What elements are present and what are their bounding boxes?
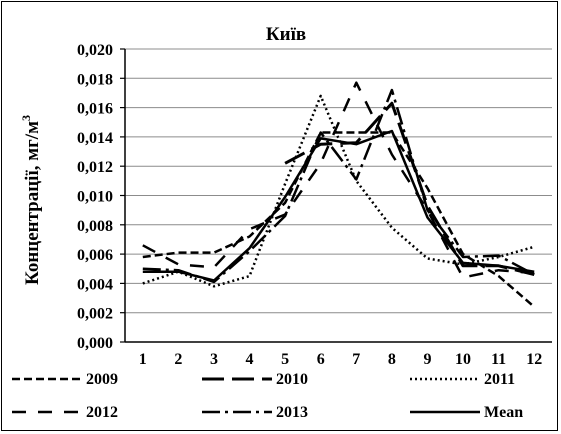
series-line-2010 [284,101,535,277]
legend-label-2010: 2010 [276,371,308,388]
y-tick-label: 0,020 [77,42,113,59]
y-axis-label: Концентрації, мг/м3 [19,115,43,285]
y-tick-label: 0,004 [77,276,113,293]
axes [120,48,552,343]
x-tick-label: 11 [491,351,506,368]
x-tick-labels: 1 2 3 4 5 6 7 8 9 10 11 12 [139,351,542,368]
series-line-2009 [142,131,536,308]
x-tick-label: 1 [139,351,147,368]
legend-label-2009: 2009 [86,371,118,388]
y-tick-label: 0,002 [77,306,113,323]
series-line-2012 [142,81,535,279]
x-tick-label: 12 [526,351,542,368]
legend-label-2011: 2011 [484,371,515,388]
x-tick-label: 4 [246,351,254,368]
x-tick-label: 3 [210,351,218,368]
legend-label-2012: 2012 [86,404,118,421]
x-tick-label: 9 [423,351,431,368]
x-tick-label: 10 [455,351,471,368]
legend: 2009 2010 2011 2012 2013 Mean [12,371,523,421]
x-tick-label: 5 [281,351,289,368]
y-tick-label: 0,010 [77,189,113,206]
y-axis-label-superscript: 3 [19,115,33,121]
y-tick-label: 0,014 [77,130,113,147]
y-tick-label: 0,018 [77,71,113,88]
legend-label-2013: 2013 [276,404,308,421]
x-tick-label: 7 [352,351,360,368]
x-tick-label: 8 [388,351,396,368]
y-tick-label: 0,000 [77,335,113,352]
series-line-mean [142,129,535,282]
y-tick-label: 0,008 [77,218,113,235]
chart-title: Київ [266,24,306,45]
x-tick-label: 2 [174,351,182,368]
y-tick-label: 0,006 [77,247,113,264]
series-line-2013 [142,88,535,284]
y-tick-label: 0,012 [77,159,113,176]
y-tick-label: 0,016 [77,101,113,118]
y-axis-label-text: Концентрації, мг/м [22,121,43,285]
x-tick-label: 6 [317,351,325,368]
series-lines [142,81,536,308]
gridlines [125,48,552,314]
legend-label-mean: Mean [484,404,523,421]
y-tick-labels: 0,000 0,002 0,004 0,006 0,008 0,010 0,012 0,014… [77,42,113,352]
